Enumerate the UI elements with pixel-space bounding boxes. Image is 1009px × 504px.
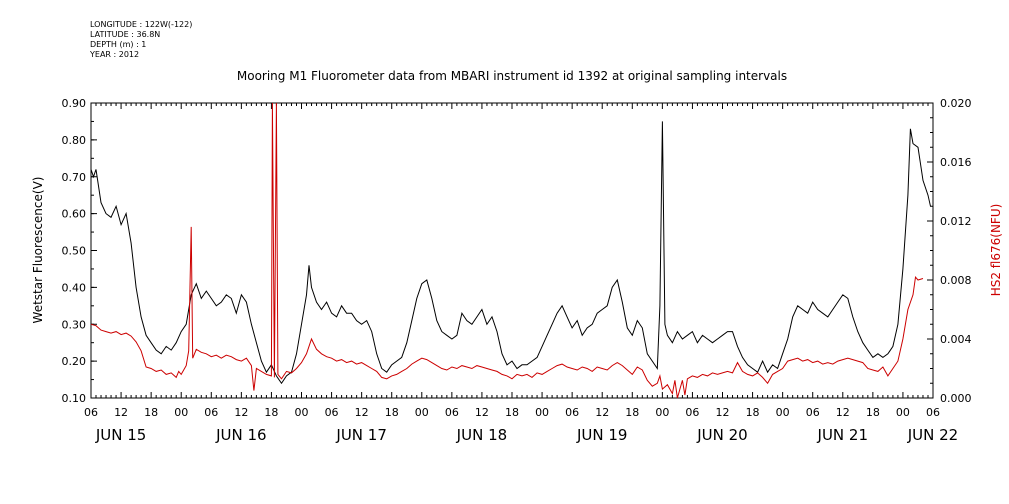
x-tick-label: 06 xyxy=(565,406,579,419)
y-left-tick-label: 0.90 xyxy=(62,97,87,110)
date-label: JUN 18 xyxy=(456,426,507,444)
date-label: JUN 21 xyxy=(817,426,868,444)
x-tick-label: 18 xyxy=(505,406,519,419)
x-tick-label: 00 xyxy=(655,406,669,419)
x-tick-label: 06 xyxy=(204,406,218,419)
y-right-tick-label: 0.000 xyxy=(940,392,972,405)
y-left-tick-label: 0.10 xyxy=(62,392,87,405)
series-lines xyxy=(90,102,931,399)
x-tick-label: 06 xyxy=(926,406,940,419)
x-tick-label: 18 xyxy=(264,406,278,419)
y-left-tick-label: 0.80 xyxy=(62,134,87,147)
x-tick-label: 12 xyxy=(114,406,128,419)
y-left-tick-label: 0.30 xyxy=(62,318,87,331)
x-tick-label: 00 xyxy=(896,406,910,419)
metadata-block: LONGITUDE : 122W(-122) LATITUDE : 36.8N … xyxy=(90,20,192,60)
y-left-tick-label: 0.70 xyxy=(62,171,87,184)
y-left-tick-label: 0.40 xyxy=(62,281,87,294)
date-label: JUN 22 xyxy=(907,426,958,444)
x-tick-label: 06 xyxy=(806,406,820,419)
x-tick-label: 12 xyxy=(836,406,850,419)
y-right-tick-label: 0.004 xyxy=(940,333,972,346)
x-tick-label: 12 xyxy=(595,406,609,419)
latitude-label: LATITUDE : 36.8N xyxy=(90,30,161,39)
y-left-tick-label: 0.20 xyxy=(62,355,87,368)
y-axis-right-label: HS2 fl676(NFU) xyxy=(989,204,1003,297)
x-tick-label: 18 xyxy=(866,406,880,419)
year-label: YEAR : 2012 xyxy=(90,50,140,59)
y-left-tick-label: 0.60 xyxy=(62,208,87,221)
x-tick-label: 12 xyxy=(475,406,489,419)
axis-ticks: 06 12 18 00 06 12 18 00 06 12 18 00 06 12 18 00 06 12 18 00… xyxy=(62,97,972,444)
x-tick-label: 00 xyxy=(776,406,790,419)
date-label: JUN 20 xyxy=(696,426,747,444)
x-tick-label: 18 xyxy=(625,406,639,419)
x-tick-label: 06 xyxy=(84,406,98,419)
date-label: JUN 16 xyxy=(215,426,266,444)
y-right-tick-label: 0.016 xyxy=(940,156,972,169)
date-label: JUN 19 xyxy=(576,426,627,444)
x-tick-label: 06 xyxy=(445,406,459,419)
date-label: JUN 15 xyxy=(95,426,146,444)
x-tick-label: 06 xyxy=(685,406,699,419)
x-tick-label: 18 xyxy=(746,406,760,419)
x-tick-label: 18 xyxy=(385,406,399,419)
x-tick-label: 12 xyxy=(716,406,730,419)
x-tick-label: 12 xyxy=(355,406,369,419)
depth-label: DEPTH (m) : 1 xyxy=(90,40,147,49)
wetstar-fluorescence-line xyxy=(90,121,931,385)
x-tick-label: 18 xyxy=(144,406,158,419)
x-tick-label: 00 xyxy=(174,406,188,419)
x-tick-label: 00 xyxy=(535,406,549,419)
longitude-label: LONGITUDE : 122W(-122) xyxy=(90,20,193,29)
x-tick-label: 00 xyxy=(415,406,429,419)
y-right-tick-label: 0.020 xyxy=(940,97,972,110)
y-axis-left-label: Wetstar Fluorescence(V) xyxy=(31,177,45,324)
y-right-tick-label: 0.008 xyxy=(940,274,972,287)
x-tick-label: 12 xyxy=(234,406,248,419)
y-right-tick-label: 0.012 xyxy=(940,215,972,228)
hs2-fl676-line xyxy=(90,102,924,399)
x-tick-label: 00 xyxy=(295,406,309,419)
x-tick-label: 06 xyxy=(325,406,339,419)
y-left-tick-label: 0.50 xyxy=(62,245,87,258)
plot-frame xyxy=(90,102,934,399)
chart-title: Mooring M1 Fluorometer data from MBARI i… xyxy=(237,69,787,83)
date-label: JUN 17 xyxy=(335,426,386,444)
